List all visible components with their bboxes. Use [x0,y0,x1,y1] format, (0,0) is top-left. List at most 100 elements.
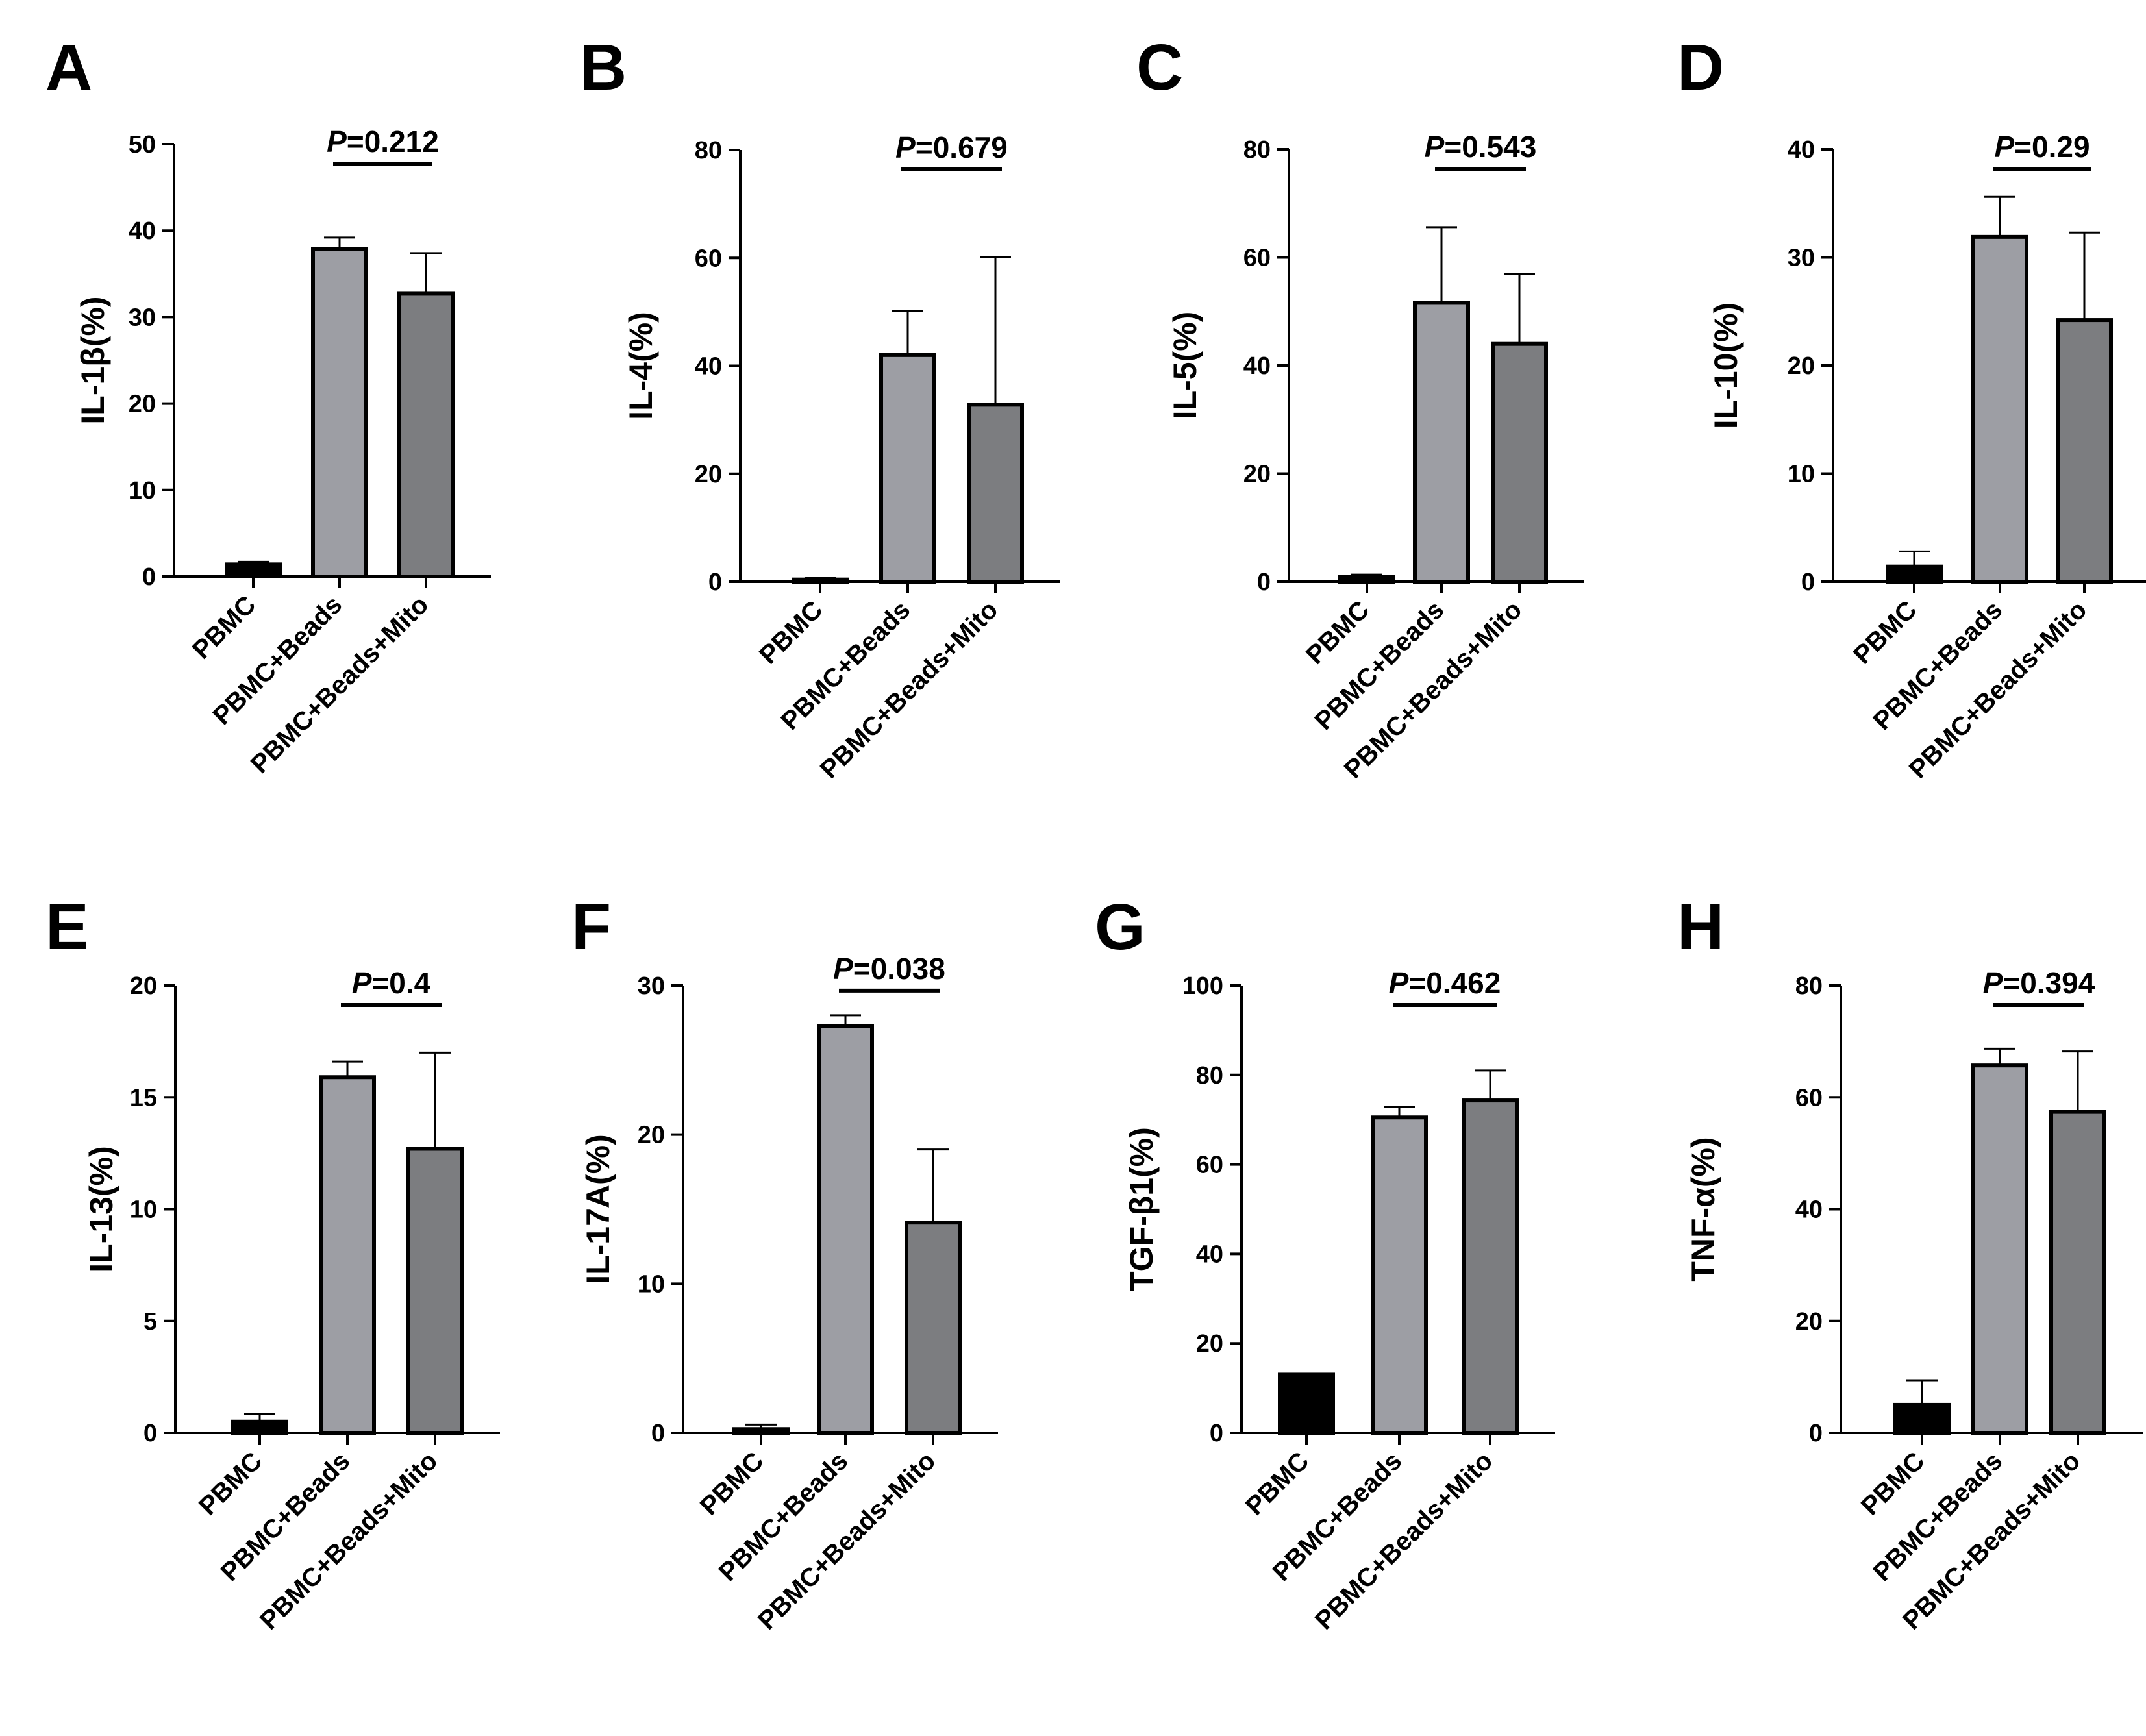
y-tick-label: 0 [1210,1420,1223,1447]
y-tick-label: 0 [143,1420,157,1447]
bar [967,403,1024,584]
y-tick-label: 80 [1795,973,1823,1000]
bar [1491,341,1548,584]
bar [1338,575,1395,584]
p-value-label: P=0.038 [833,952,945,986]
panel-f: F0102030IL-17A(%)PBMCPBMC+BeadsPBMC+Bead… [571,891,998,1635]
bar [2056,318,2113,584]
y-tick-label: 20 [638,1122,665,1149]
bar [225,562,282,578]
bar [231,1419,288,1435]
bar [905,1221,962,1435]
panel-d: D010203040IL-10(%)PBMCPBMC+BeadsPBMC+Bea… [1677,31,2146,784]
bar [792,577,849,584]
y-tick-label: 50 [129,131,156,158]
y-tick-label: 20 [1795,1308,1823,1335]
panel-b: B020406080IL-4(%)PBMCPBMC+BeadsPBMC+Bead… [580,31,1060,784]
y-tick-label: 10 [1788,461,1815,488]
category-label: PBMC+Beads+Mito [1310,1446,1498,1635]
category-label: PBMC [1856,1446,1930,1520]
category-label: PBMC+Beads+Mito [245,590,434,778]
y-tick-label: 20 [1243,461,1271,488]
p-value-label: P=0.394 [1983,966,2095,1000]
y-axis-label: TNF-α(%) [1685,1137,1721,1281]
y-tick-label: 40 [129,217,156,245]
bar [1462,1098,1519,1435]
y-tick-label: 0 [142,564,156,591]
bar [1893,1402,1951,1435]
y-tick-label: 60 [1243,245,1271,272]
y-tick-label: 60 [1196,1152,1223,1179]
y-axis-label: IL-5(%) [1167,312,1203,420]
y-tick-label: 0 [1809,1420,1823,1447]
panel-h: H020406080TNF-α(%)PBMCPBMC+BeadsPBMC+Bea… [1677,891,2143,1635]
panel-letter: G [1095,891,1145,963]
bar [817,1024,874,1435]
y-tick-label: 20 [129,391,156,418]
y-tick-label: 80 [1196,1062,1223,1089]
y-tick-label: 0 [651,1420,665,1447]
y-axis-label: IL-17A(%) [580,1134,616,1284]
panel-letter: D [1677,31,1724,104]
bar [397,291,455,578]
bar [406,1147,464,1435]
y-axis-label: IL-13(%) [83,1146,119,1272]
y-tick-label: 20 [130,973,157,1000]
y-tick-label: 60 [1795,1084,1823,1111]
p-value-label: P=0.212 [327,125,439,158]
y-tick-label: 10 [129,477,156,504]
y-axis-label: TGF-β1(%) [1123,1127,1160,1291]
bar [1886,564,1943,584]
y-tick-label: 30 [129,304,156,331]
category-label: PBMC [193,1446,268,1520]
y-tick-label: 20 [1788,353,1815,380]
y-tick-label: 40 [1788,136,1815,164]
bar [311,247,368,578]
bar [1371,1115,1428,1435]
bar [319,1075,376,1435]
y-tick-label: 40 [1196,1241,1223,1268]
y-tick-label: 10 [638,1271,665,1298]
y-tick-label: 40 [1795,1197,1823,1224]
y-tick-label: 80 [695,137,722,164]
category-label: PBMC+Beads+Mito [753,1446,941,1635]
category-label: PBMC [754,595,828,669]
y-tick-label: 30 [638,973,665,1000]
y-tick-label: 100 [1182,973,1223,1000]
bar [1413,301,1470,584]
y-axis-label: IL-10(%) [1708,303,1744,428]
panel-letter: H [1677,891,1724,963]
panel-letter: C [1136,31,1183,104]
y-tick-label: 0 [1801,569,1815,596]
y-tick-label: 20 [695,461,722,488]
p-value-label: P=0.29 [1994,130,2090,164]
bar [1971,1063,2028,1435]
y-tick-label: 15 [130,1084,157,1111]
panel-letter: A [45,31,92,104]
bar [2049,1110,2106,1435]
bar [732,1427,790,1435]
panel-a: A01020304050IL-1β(%)PBMCPBMC+BeadsPBMC+B… [45,31,491,779]
panel-letter: F [571,891,611,963]
y-tick-label: 80 [1243,136,1271,164]
category-label: PBMC+Beads+Mito [255,1446,443,1635]
y-tick-label: 5 [143,1308,157,1335]
y-axis-label: IL-1β(%) [75,296,111,424]
y-axis-label: IL-4(%) [623,312,659,420]
panel-letter: B [580,31,627,104]
category-label: PBMC+Beads+Mito [815,595,1003,784]
y-tick-label: 0 [708,569,722,596]
category-label: PBMC [695,1446,769,1520]
y-tick-label: 10 [130,1197,157,1224]
y-tick-label: 40 [695,353,722,380]
y-tick-label: 40 [1243,353,1271,380]
bar [1278,1372,1335,1435]
y-tick-label: 0 [1257,569,1271,596]
panel-g: G020406080100TGF-β1(%)PBMCPBMC+BeadsPBMC… [1095,891,1555,1635]
y-tick-label: 20 [1196,1330,1223,1358]
y-tick-label: 30 [1788,245,1815,272]
bar [879,353,936,584]
bar [1971,234,2028,584]
category-label: PBMC [1240,1446,1314,1520]
